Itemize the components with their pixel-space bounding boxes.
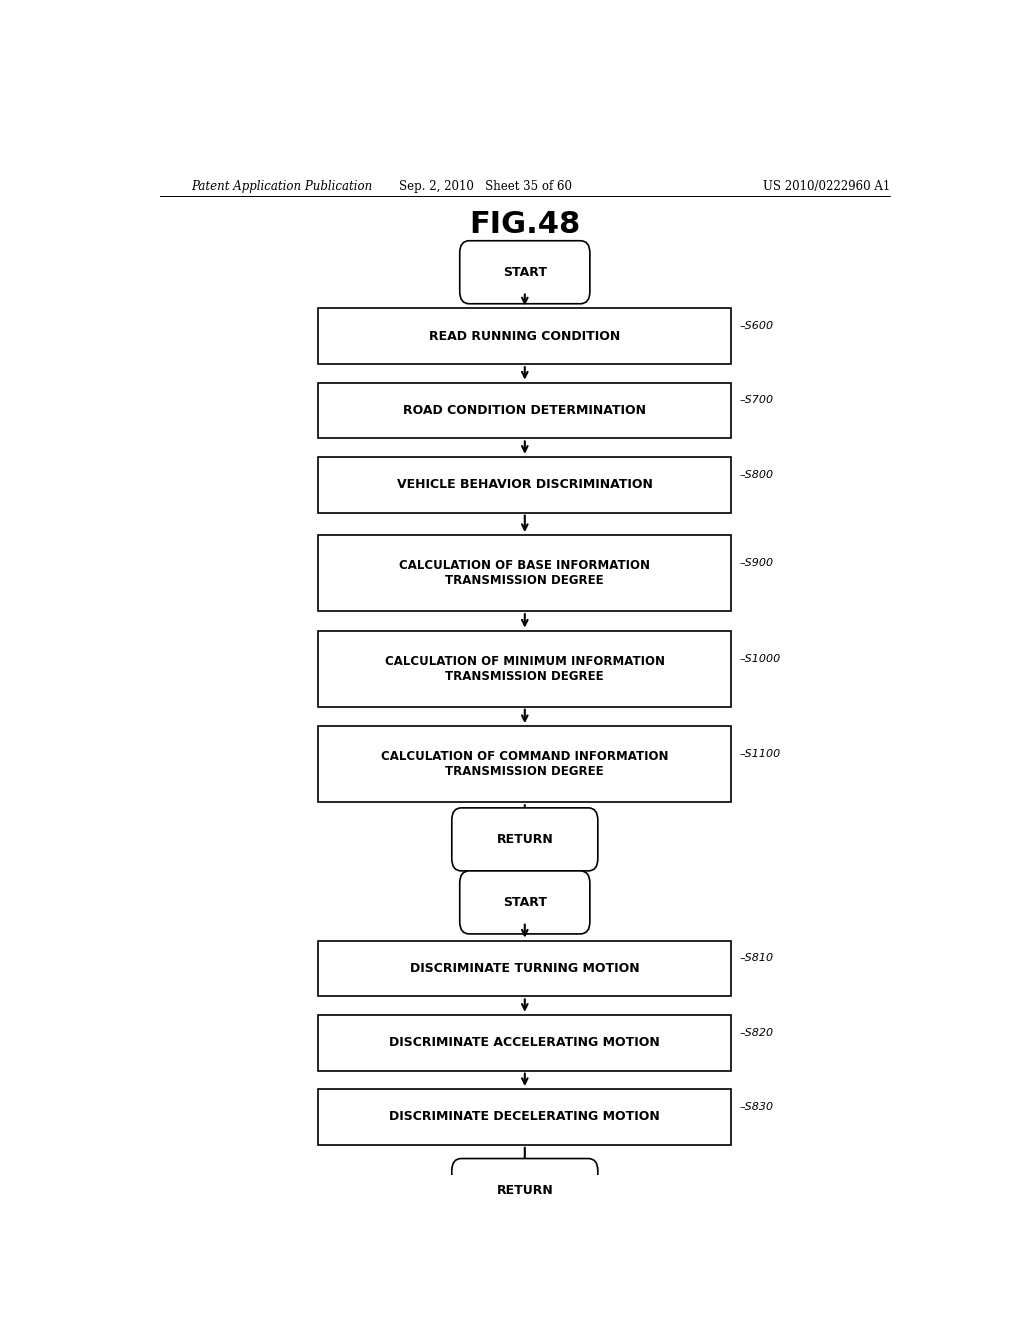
FancyBboxPatch shape [460, 871, 590, 935]
FancyBboxPatch shape [318, 631, 731, 706]
Text: –S700: –S700 [739, 396, 773, 405]
FancyBboxPatch shape [318, 1089, 731, 1144]
FancyBboxPatch shape [460, 240, 590, 304]
Text: –S820: –S820 [739, 1027, 773, 1038]
Text: CALCULATION OF MINIMUM INFORMATION
TRANSMISSION DEGREE: CALCULATION OF MINIMUM INFORMATION TRANS… [385, 655, 665, 682]
FancyBboxPatch shape [318, 309, 731, 364]
Text: US 2010/0222960 A1: US 2010/0222960 A1 [763, 181, 890, 193]
FancyBboxPatch shape [318, 383, 731, 438]
FancyBboxPatch shape [318, 1015, 731, 1071]
FancyBboxPatch shape [452, 1159, 598, 1221]
Text: START: START [503, 896, 547, 909]
Text: DISCRIMINATE DECELERATING MOTION: DISCRIMINATE DECELERATING MOTION [389, 1110, 660, 1123]
Text: FIG.49: FIG.49 [469, 668, 581, 697]
Text: –S1100: –S1100 [739, 748, 780, 759]
Text: CALCULATION OF COMMAND INFORMATION
TRANSMISSION DEGREE: CALCULATION OF COMMAND INFORMATION TRANS… [381, 750, 669, 779]
Text: –S830: –S830 [739, 1102, 773, 1111]
FancyBboxPatch shape [318, 457, 731, 512]
FancyBboxPatch shape [318, 726, 731, 803]
Text: VEHICLE BEHAVIOR DISCRIMINATION: VEHICLE BEHAVIOR DISCRIMINATION [397, 478, 652, 491]
Text: Sep. 2, 2010   Sheet 35 of 60: Sep. 2, 2010 Sheet 35 of 60 [398, 181, 571, 193]
Text: Patent Application Publication: Patent Application Publication [191, 181, 373, 193]
Text: –S800: –S800 [739, 470, 773, 479]
Text: RETURN: RETURN [497, 833, 553, 846]
FancyBboxPatch shape [452, 808, 598, 871]
Text: ROAD CONDITION DETERMINATION: ROAD CONDITION DETERMINATION [403, 404, 646, 417]
Text: DISCRIMINATE TURNING MOTION: DISCRIMINATE TURNING MOTION [410, 962, 640, 975]
Text: –S810: –S810 [739, 953, 773, 964]
Text: –S1000: –S1000 [739, 653, 780, 664]
Text: START: START [503, 265, 547, 279]
Text: FIG.48: FIG.48 [469, 210, 581, 239]
Text: –S900: –S900 [739, 558, 773, 568]
FancyBboxPatch shape [318, 535, 731, 611]
Text: READ RUNNING CONDITION: READ RUNNING CONDITION [429, 330, 621, 343]
Text: –S600: –S600 [739, 321, 773, 331]
FancyBboxPatch shape [318, 941, 731, 997]
Text: DISCRIMINATE ACCELERATING MOTION: DISCRIMINATE ACCELERATING MOTION [389, 1036, 660, 1049]
Text: RETURN: RETURN [497, 1184, 553, 1196]
Text: CALCULATION OF BASE INFORMATION
TRANSMISSION DEGREE: CALCULATION OF BASE INFORMATION TRANSMIS… [399, 560, 650, 587]
